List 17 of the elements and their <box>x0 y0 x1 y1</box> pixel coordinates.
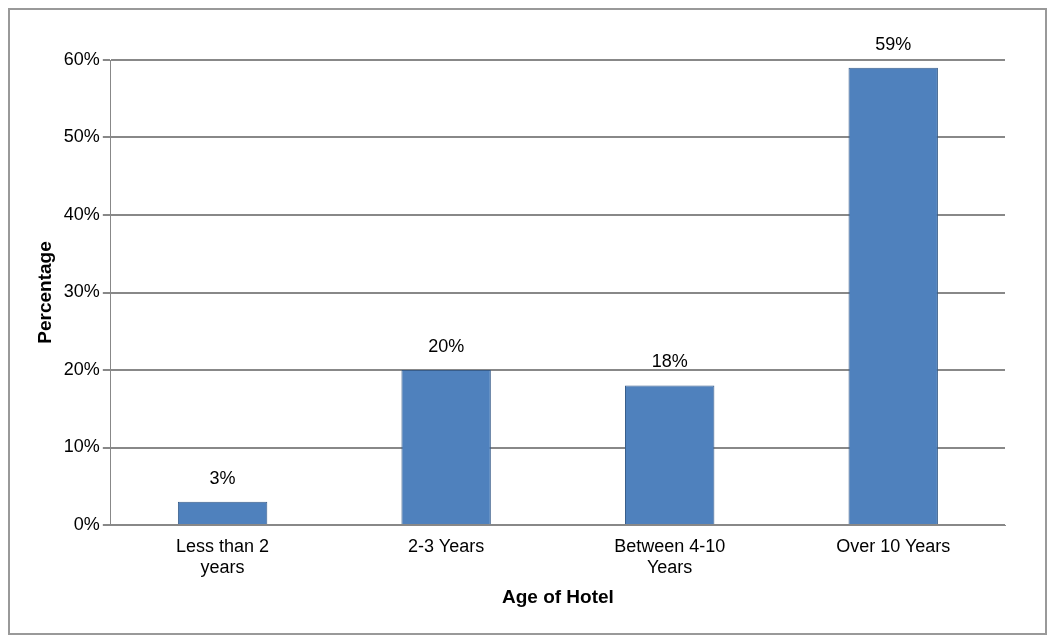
x-tick-label: 2-3 Years <box>408 535 485 556</box>
x-tick-label: Between 4-10 Years <box>614 535 726 578</box>
y-tick-label: 20% <box>63 358 100 379</box>
x-tick-label: Over 10 Years <box>836 535 951 556</box>
y-tick-label: 50% <box>63 126 100 147</box>
y-tick-label: 10% <box>63 436 100 457</box>
x-axis-title: Age of Hotel <box>501 585 614 607</box>
data-label: 59% <box>875 33 912 54</box>
data-label: 20% <box>428 335 465 356</box>
y-tick-label: 0% <box>73 513 100 534</box>
data-label: 3% <box>209 467 236 488</box>
x-tick-label: Less than 2 years <box>176 535 270 578</box>
y-axis-title: Percentage <box>33 241 55 344</box>
y-tick-label: 40% <box>63 203 100 224</box>
data-label: 18% <box>651 351 688 372</box>
y-tick-label: 60% <box>63 48 100 69</box>
y-tick-label: 30% <box>63 281 100 302</box>
